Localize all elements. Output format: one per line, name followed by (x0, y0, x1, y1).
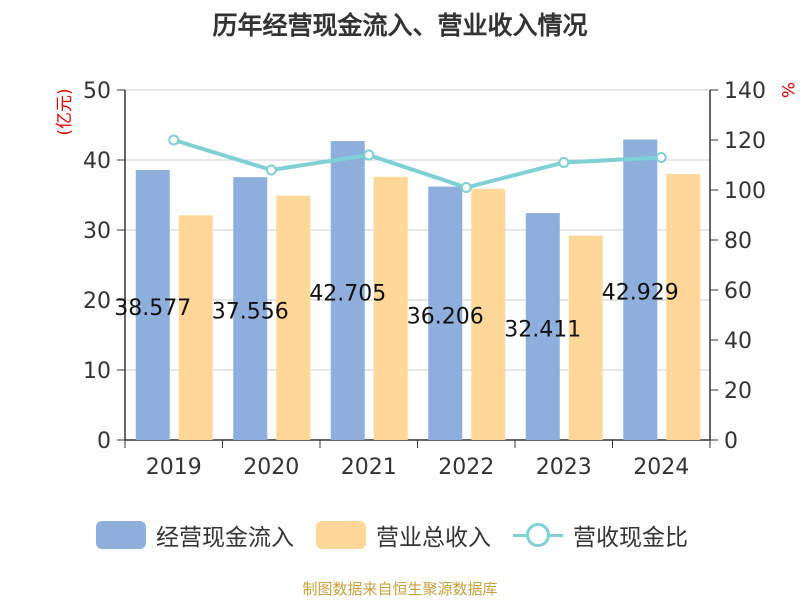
right-axis-unit-label: % (777, 82, 797, 98)
left-axis-unit-label: (亿元) (55, 88, 75, 135)
right-tick-label: 60 (724, 279, 752, 304)
x-tick-label: 2023 (536, 455, 592, 480)
bar-revenue (568, 235, 603, 440)
bar-revenue (666, 174, 701, 440)
chart-title: 历年经营现金流入、营业收入情况 (212, 11, 588, 40)
legend-swatch-cash-inflow (96, 521, 146, 549)
bar-revenue (178, 215, 213, 440)
legend-label-cash-inflow: 经营现金流入 (156, 525, 294, 551)
data-label-cash-inflow: 36.206 (407, 304, 484, 329)
left-tick-label: 40 (83, 149, 111, 174)
left-tick-label: 50 (83, 79, 111, 104)
x-tick-label: 2022 (438, 455, 494, 480)
right-tick-label: 140 (724, 79, 766, 104)
left-tick-label: 0 (97, 429, 111, 454)
point-ratio (168, 134, 180, 146)
point-ratio (558, 157, 570, 168)
legend-item-ratio[interactable]: 营收现金比 (513, 518, 688, 552)
right-tick-label: 100 (724, 179, 766, 204)
legend: 经营现金流入 营业总收入 营收现金比 (96, 518, 710, 552)
data-label-cash-inflow: 32.411 (504, 318, 581, 343)
bar-revenue (373, 176, 408, 441)
bar-cash-inflow (233, 177, 268, 440)
legend-item-cash-inflow[interactable]: 经营现金流入 (96, 518, 294, 552)
bar-cash-inflow (330, 141, 365, 440)
bar-revenue (276, 195, 311, 440)
bar-cash-inflow (623, 139, 658, 440)
source-note: 制图数据来自恒生聚源数据库 (302, 580, 498, 598)
point-ratio (460, 182, 472, 193)
right-tick-label: 120 (724, 129, 766, 154)
left-tick-label: 20 (83, 289, 111, 314)
legend-item-revenue[interactable]: 营业总收入 (316, 518, 491, 552)
data-label-cash-inflow: 42.705 (309, 282, 386, 307)
data-label-cash-inflow: 38.577 (114, 296, 191, 321)
legend-line-marker-icon (513, 521, 563, 549)
right-tick-label: 40 (724, 329, 752, 354)
left-tick-label: 10 (83, 359, 111, 384)
bar-cash-inflow (135, 169, 170, 440)
legend-label-ratio: 营收现金比 (573, 525, 688, 551)
data-label-cash-inflow: 42.929 (602, 281, 679, 306)
x-tick-label: 2019 (146, 455, 202, 480)
line-ratio (173, 138, 662, 190)
bar-cash-inflow (428, 186, 463, 440)
point-ratio (265, 164, 277, 176)
legend-swatch-revenue (316, 521, 366, 549)
bar-cash-inflow (525, 213, 560, 440)
legend-label-revenue: 营业总收入 (376, 525, 491, 551)
x-tick-label: 2020 (243, 455, 299, 480)
bar-revenue (471, 188, 506, 440)
point-ratio (363, 149, 375, 161)
x-tick-label: 2024 (633, 455, 689, 480)
data-label-cash-inflow: 37.556 (212, 300, 289, 325)
left-tick-label: 30 (83, 219, 111, 244)
point-ratio (655, 152, 667, 163)
right-tick-label: 20 (724, 379, 752, 404)
x-tick-label: 2021 (341, 455, 397, 480)
right-tick-label: 80 (724, 229, 752, 254)
right-tick-label: 0 (724, 429, 738, 454)
